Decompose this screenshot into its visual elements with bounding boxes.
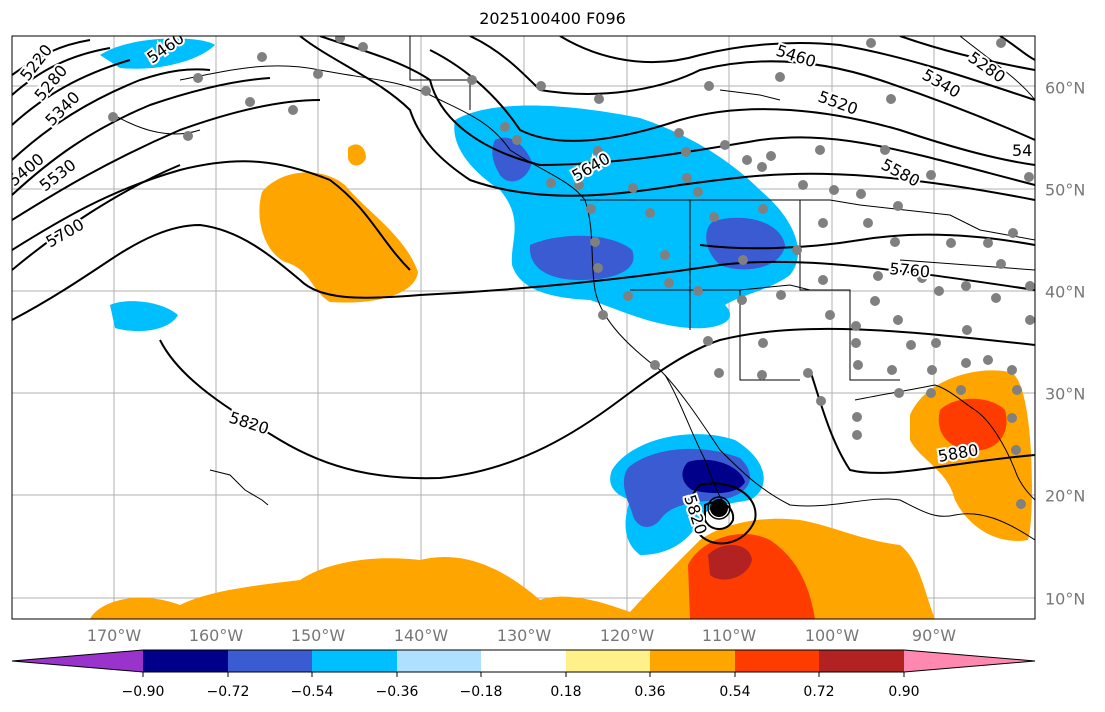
longitude-label: 170°W <box>86 626 142 645</box>
colorbar-segment <box>312 650 397 672</box>
crimson-area-tropical-pacific <box>708 544 752 580</box>
orange-area-small <box>348 144 366 166</box>
colorbar-tick-label: −0.72 <box>206 684 250 700</box>
red-area-gulf <box>938 398 1007 451</box>
longitude-label: 120°W <box>599 626 655 645</box>
latitude-label: 30°N <box>1045 384 1086 404</box>
colorbar-tick-label: 0.36 <box>634 684 666 700</box>
colorbar-tick-label: 0.54 <box>719 684 751 700</box>
colorbar-segment <box>397 650 481 672</box>
longitude-label: 130°W <box>496 626 552 645</box>
latitude-label: 50°N <box>1045 180 1086 200</box>
latitude-label: 20°N <box>1045 486 1086 506</box>
colorbar-segment <box>228 650 312 672</box>
dark-blue-area-coast <box>492 137 532 182</box>
colorbar-tick-label: −0.90 <box>121 684 165 700</box>
height-contours <box>12 36 1035 545</box>
contour-label: 5580 <box>878 155 923 191</box>
colorbar-segment <box>735 650 819 672</box>
latitude-label: 10°N <box>1045 589 1086 609</box>
colorbar-segment <box>819 650 904 672</box>
contour-label: 5460 <box>774 41 819 72</box>
latitude-label: 60°N <box>1045 78 1086 98</box>
map-frame <box>11 35 1036 620</box>
dark-blue-area-northwest <box>529 235 634 280</box>
longitude-label: 110°W <box>701 626 757 645</box>
longitude-label: 100°W <box>804 626 860 645</box>
longitude-label: 150°W <box>290 626 346 645</box>
colorbar-tick-label: 0.90 <box>888 684 920 700</box>
colorbar-tick-label: −0.36 <box>375 684 419 700</box>
colorbar-segment <box>143 650 228 672</box>
colorbar-right-extension <box>904 650 1035 672</box>
longitude-label: 90°W <box>911 626 957 645</box>
colorbar-segment <box>481 650 566 672</box>
colorbar-segment <box>650 650 735 672</box>
blue-area-northwest <box>454 105 799 329</box>
storm-center-marker <box>707 496 731 520</box>
contour-label: 54 <box>1012 141 1032 160</box>
colorbar <box>11 649 1036 677</box>
dark-blue-area-rockies <box>706 217 785 270</box>
colorbar-tick-label: 0.18 <box>550 684 582 700</box>
latitude-label: 40°N <box>1045 282 1086 302</box>
blue-area-pacific-small <box>110 301 178 332</box>
colorbar-tick-label: −0.18 <box>459 684 503 700</box>
contour-label: 5820 <box>227 408 272 439</box>
contour-label-group: 5220 5280 5340 5400 5460 5530 5700 5460 … <box>12 36 1034 539</box>
map-area: 5220 5280 5340 5400 5460 5530 5700 5460 … <box>12 36 1035 619</box>
colorbar-segment <box>566 650 650 672</box>
contour-label: 5280 <box>965 48 1009 87</box>
contour-label: 5700 <box>43 215 88 252</box>
longitude-label: 160°W <box>188 626 244 645</box>
orange-area-central-pacific <box>259 172 418 303</box>
station-markers <box>108 36 1035 509</box>
contour-label: 5760 <box>889 259 931 281</box>
negative-anomaly-areas <box>100 38 799 555</box>
map-title: 2025100400 F096 <box>479 9 626 28</box>
colorbar-left-extension <box>12 650 143 672</box>
colorbar-tick-label: 0.72 <box>803 684 835 700</box>
longitude-label: 140°W <box>393 626 449 645</box>
colorbar-tick-label: −0.54 <box>290 684 334 700</box>
